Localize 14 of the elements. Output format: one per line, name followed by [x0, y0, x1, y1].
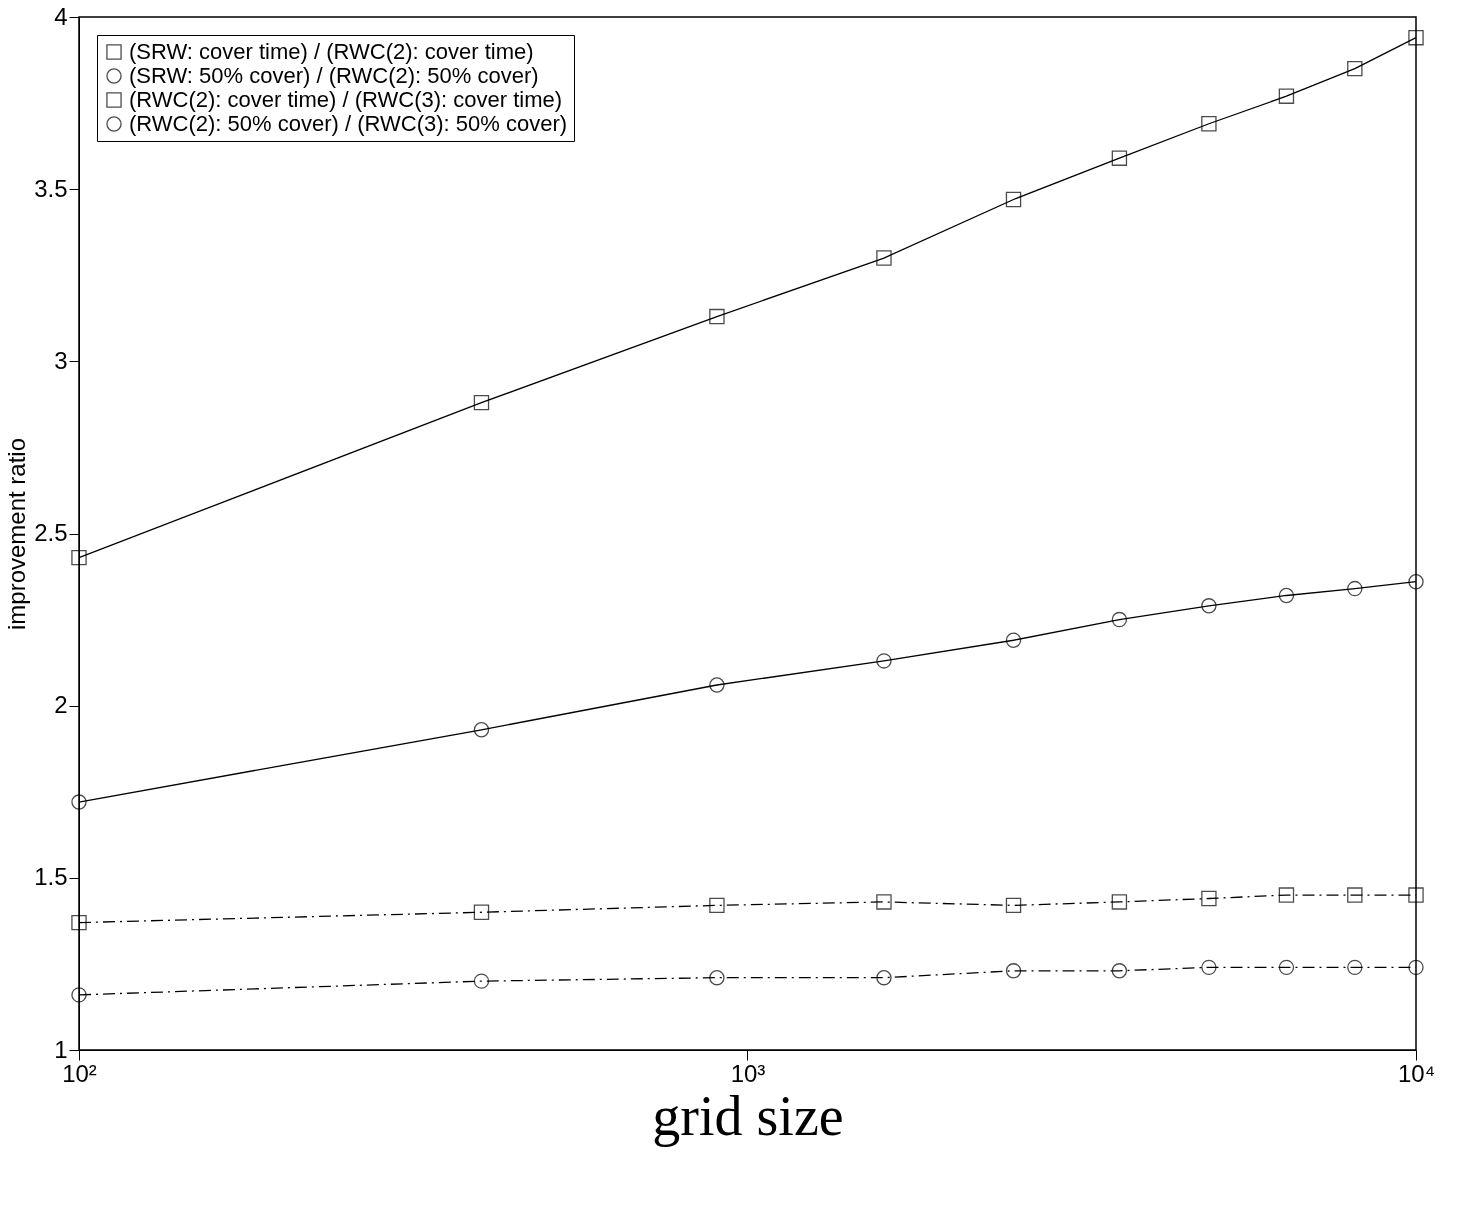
legend-label: (RWC(2): 50% cover) / (RWC(3): 50% cover) [129, 111, 568, 136]
y-tick-label: 3.5 [34, 174, 68, 202]
y-tick-label: 1.5 [34, 863, 68, 891]
x-tick-label: 10⁴ [1397, 1059, 1436, 1087]
y-tick-label: 4 [54, 2, 68, 30]
y-axis-title: improvement ratio [3, 437, 31, 631]
x-tick-label: 10³ [730, 1059, 766, 1087]
legend-label: (RWC(2): cover time) / (RWC(3): cover time) [129, 87, 563, 112]
y-tick-label: 2 [54, 691, 68, 719]
legend-label: (SRW: cover time) / (RWC(2): cover time) [129, 39, 534, 64]
y-tick-label: 3 [54, 346, 68, 374]
y-tick-label: 2.5 [34, 519, 68, 546]
legend-label: (SRW: 50% cover) / (RWC(2): 50% cover) [129, 63, 539, 88]
x-axis-title: grid size [652, 1084, 844, 1147]
